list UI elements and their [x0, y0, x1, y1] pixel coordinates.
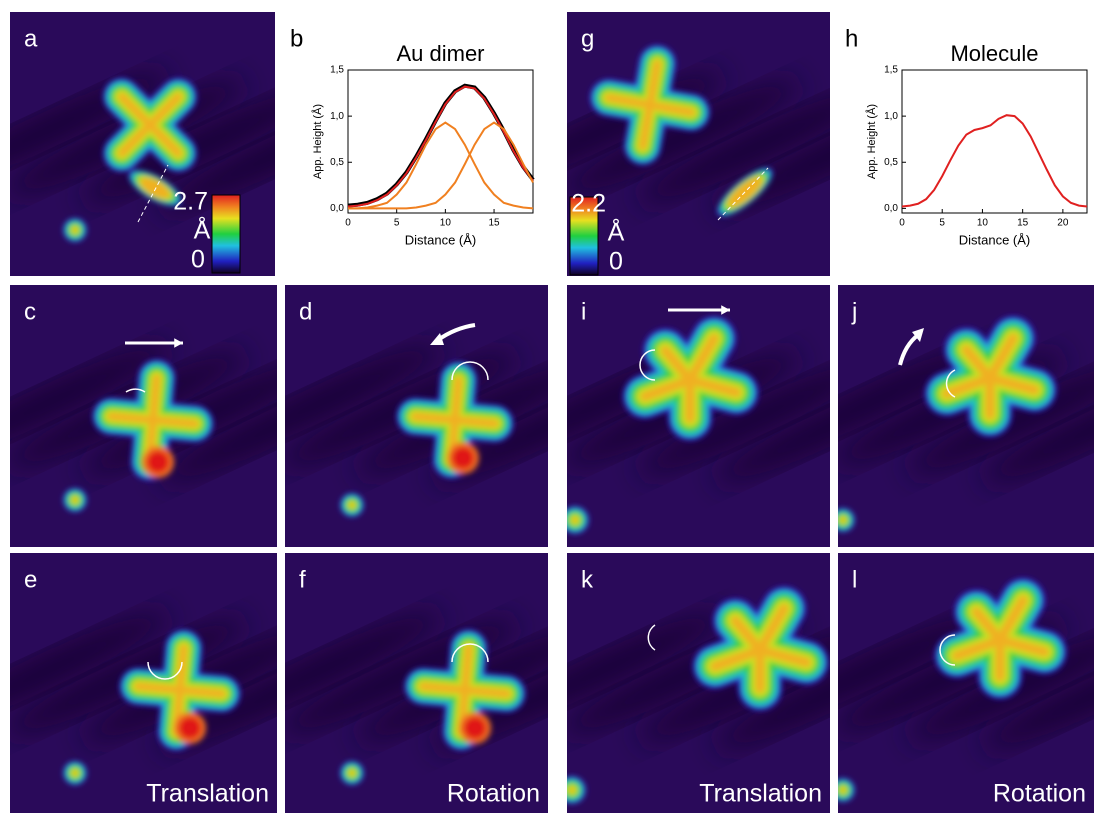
x-tick-label: 10 — [977, 218, 989, 229]
y-tick-label: 0,0 — [884, 203, 898, 214]
gold-dimer-core — [464, 717, 486, 739]
x-tick-label: 0 — [345, 218, 351, 229]
adatom — [841, 788, 846, 793]
y-tick-label: 0,0 — [330, 203, 344, 214]
gold-dimer-core — [452, 447, 474, 469]
colorbar-min: 0 — [609, 248, 623, 276]
panel-label: d — [299, 298, 312, 325]
figure: a g c d i j e Translation f Rotation k Translation l… — [0, 0, 1094, 813]
y-tick-label: 0,5 — [884, 157, 898, 168]
adatom — [350, 771, 355, 776]
y-tick-label: 1,0 — [330, 111, 344, 122]
panel-label: f — [299, 566, 306, 593]
colorbar-unit: Å — [194, 215, 211, 245]
x-tick-label: 0 — [899, 218, 905, 229]
caption: Translation — [699, 780, 822, 808]
panel-label: h — [845, 25, 858, 52]
x-tick-label: 15 — [488, 218, 500, 229]
colorbar-min: 0 — [191, 246, 205, 274]
x-tick-label: 10 — [440, 218, 452, 229]
panel-label: a — [24, 25, 38, 52]
adatom — [350, 503, 355, 508]
stm-image — [478, 12, 961, 276]
plot-frame — [348, 70, 533, 213]
x-tick-label: 5 — [394, 218, 400, 229]
adatom — [73, 771, 78, 776]
colorbar-max: 2.7 — [173, 188, 208, 216]
colorbar-max: 2.2 — [571, 190, 606, 218]
panel-label: b — [290, 25, 303, 52]
adatom — [569, 787, 575, 793]
adatom — [73, 498, 78, 503]
adatom — [572, 517, 578, 523]
y-axis-label: App. Height (Å) — [311, 104, 324, 179]
x-axis-label: Distance (Å) — [959, 232, 1031, 247]
adatom — [73, 228, 78, 233]
chart-title: Molecule — [950, 41, 1038, 66]
caption: Rotation — [993, 780, 1086, 808]
panel-label: e — [24, 566, 37, 593]
panel-label: j — [851, 298, 857, 325]
y-tick-label: 0,5 — [330, 157, 344, 168]
panel-label: g — [581, 25, 594, 52]
chart-title: Au dimer — [396, 41, 484, 66]
y-tick-label: 1,5 — [884, 65, 898, 76]
panel-label: l — [852, 566, 857, 593]
panel-label: k — [581, 566, 594, 593]
caption: Translation — [146, 780, 269, 808]
series-line — [348, 87, 533, 207]
x-tick-label: 20 — [1057, 218, 1069, 229]
caption: Rotation — [447, 780, 540, 808]
x-tick-label: 5 — [939, 218, 945, 229]
series-line — [348, 86, 533, 206]
gold-dimer-core — [147, 451, 169, 473]
series-line — [902, 115, 1087, 206]
panel-label: c — [24, 298, 36, 325]
x-tick-label: 15 — [1017, 218, 1029, 229]
panel-label: i — [581, 298, 586, 325]
y-tick-label: 1,5 — [330, 65, 344, 76]
y-axis-label: App. Height (Å) — [865, 104, 878, 179]
colorbar — [212, 195, 240, 273]
colorbar-unit: Å — [608, 217, 625, 247]
gold-dimer-core — [179, 717, 201, 739]
y-tick-label: 1,0 — [884, 111, 898, 122]
adatom — [841, 518, 846, 523]
x-axis-label: Distance (Å) — [405, 232, 477, 247]
